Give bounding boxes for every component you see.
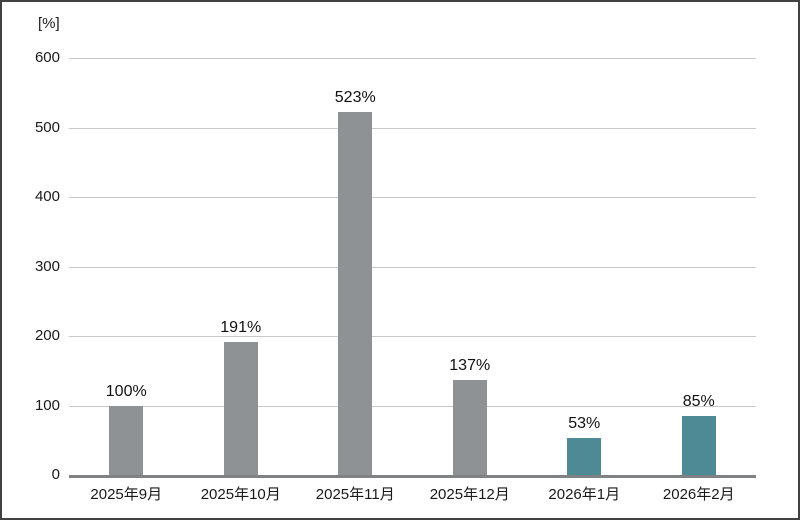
bar — [567, 438, 602, 475]
bar — [109, 405, 144, 475]
gridline — [69, 266, 756, 268]
x-axis-label: 2026年2月 — [662, 486, 735, 503]
y-axis-tick-label: 100 — [34, 396, 60, 414]
x-axis-label: 2025年11月 — [315, 486, 395, 503]
bar-value-label: 53% — [568, 415, 601, 433]
plot-area — [69, 58, 756, 475]
x-axis-label: 2026年1月 — [548, 486, 621, 503]
y-axis-tick-label: 0 — [51, 466, 60, 483]
bar — [681, 415, 716, 475]
y-axis-tick-label: 200 — [34, 327, 60, 344]
bar-value-label: 100% — [105, 382, 147, 400]
gridline — [69, 405, 756, 407]
y-axis-unit-label: [%] — [38, 15, 60, 32]
gridline — [69, 336, 756, 337]
y-axis-tick-label: 600 — [34, 49, 60, 66]
x-axis-label: 2025年10月 — [200, 486, 281, 503]
bar-value-label: 523% — [334, 88, 376, 106]
x-axis-line — [69, 475, 756, 478]
bar-value-label: 137% — [449, 356, 491, 374]
bar-value-label: 191% — [220, 319, 262, 337]
gridline — [69, 127, 756, 129]
x-axis-label: 2025年12月 — [429, 486, 510, 503]
gridline — [69, 58, 756, 59]
bar — [452, 379, 487, 475]
gridline — [69, 197, 756, 198]
bar — [338, 111, 373, 475]
y-axis-tick-label: 300 — [34, 257, 60, 275]
y-axis-tick-label: 500 — [34, 118, 60, 136]
y-axis-tick-label: 400 — [34, 188, 60, 205]
bar-value-label: 85% — [682, 392, 715, 410]
x-axis-label: 2025年9月 — [90, 486, 163, 503]
bar — [223, 342, 258, 475]
